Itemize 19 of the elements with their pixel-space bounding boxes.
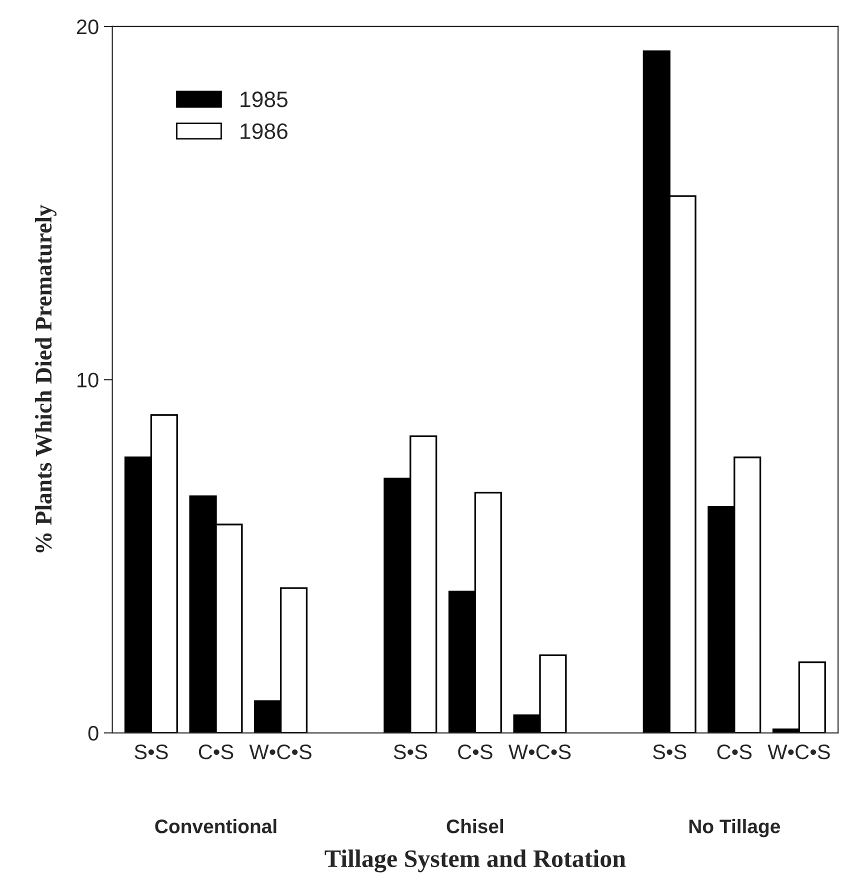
y-tick-label: 0 <box>88 726 98 741</box>
x-tick-label: C•S <box>717 744 752 760</box>
legend-label: 1986 <box>240 123 288 140</box>
y-axis-title: % Plants Which Died Prematurely <box>35 204 57 552</box>
x-tick-label: S•S <box>394 744 427 760</box>
text: Conventional <box>155 819 276 834</box>
x-tick-label: S•S <box>653 744 686 760</box>
x-axis-title: Tillage System and Rotation <box>324 850 626 872</box>
x-tick-label: S•S <box>134 744 168 760</box>
y-tick-label: 20 <box>77 19 98 34</box>
x-tick-label: C•S <box>458 744 492 760</box>
x-tick-label: W•C•S <box>249 744 312 760</box>
x-tick-label: W•C•S <box>768 744 830 760</box>
x-tick-label: W•C•S <box>508 744 571 760</box>
text: Chisel <box>446 819 503 834</box>
x-tick-label: C•S <box>198 744 234 760</box>
legend-label: 1985 <box>240 92 288 108</box>
text: No Tillage <box>689 819 780 838</box>
y-tick-label: 10 <box>78 372 98 388</box>
